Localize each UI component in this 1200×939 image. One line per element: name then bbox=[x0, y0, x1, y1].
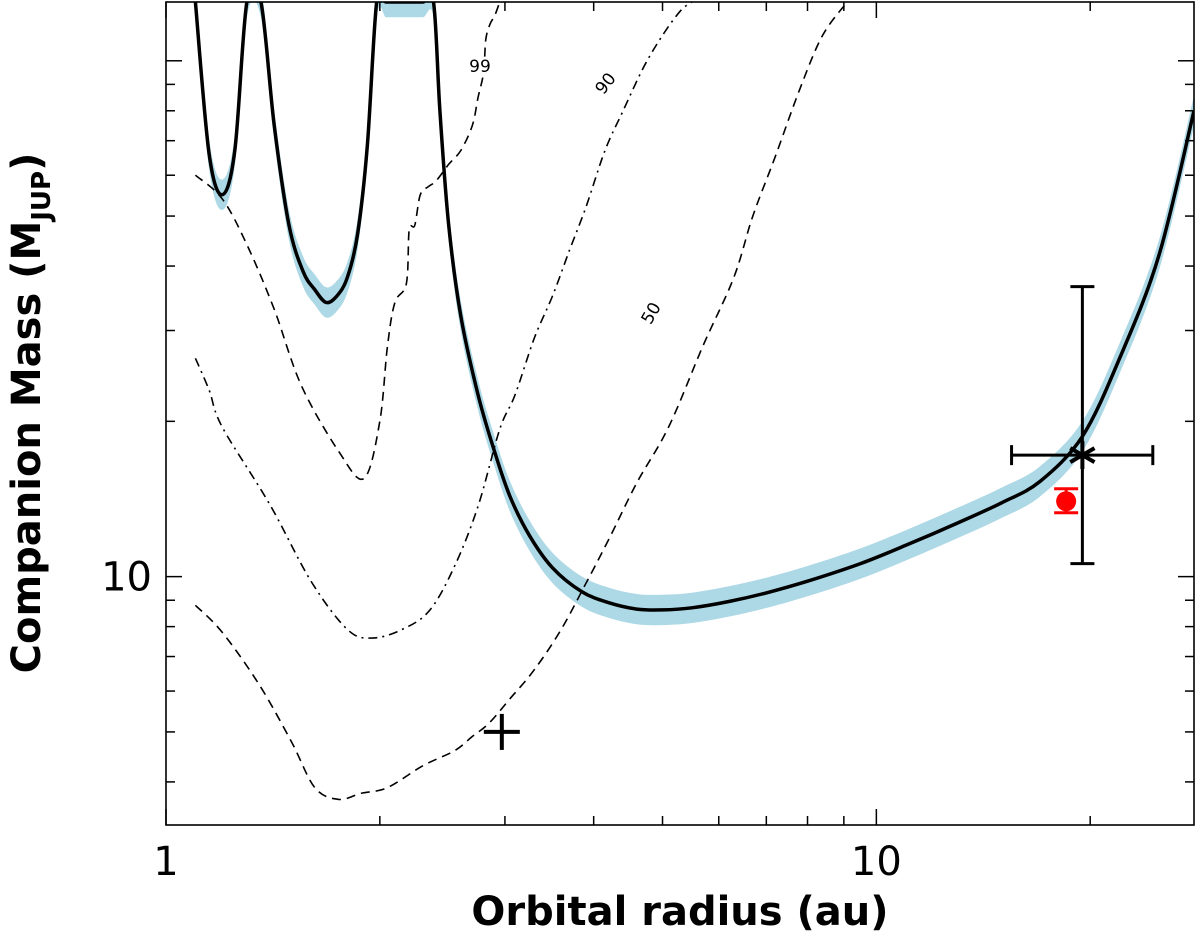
plot-area: 99 90 50 bbox=[193, 2, 1194, 801]
plot-frame bbox=[165, 1, 1195, 826]
contour-label-background bbox=[590, 67, 622, 100]
y-axis-title-close: ) bbox=[4, 153, 50, 171]
contour-label-99: 99 bbox=[469, 57, 491, 77]
y-axis-title-subscript: JUP bbox=[27, 171, 57, 223]
contour-line-99 bbox=[194, 2, 501, 481]
data-points bbox=[483, 285, 1155, 750]
mass-curve bbox=[193, 2, 1194, 612]
x-axis-title: Orbital radius (au) bbox=[471, 889, 888, 935]
x-tick-label: 1 bbox=[153, 839, 178, 885]
y-axis-title-main: Companion Mass (M bbox=[4, 221, 50, 674]
contour-label-background bbox=[467, 57, 493, 76]
contour-label-background bbox=[636, 297, 666, 330]
mass-uncertainty-band bbox=[195, 2, 1194, 626]
axis-ticks: 1 10 10 bbox=[101, 2, 1194, 885]
contour-line-90 bbox=[194, 2, 693, 639]
y-axis-title: Companion Mass (MJUP) bbox=[4, 153, 57, 674]
x-tick-label: 10 bbox=[851, 839, 902, 885]
y-tick-label: 10 bbox=[101, 555, 152, 601]
red-point-marker bbox=[1056, 491, 1077, 512]
contour-label-50: 50 bbox=[638, 299, 666, 328]
contour-label-90: 90 bbox=[592, 69, 621, 98]
contour-line-50 bbox=[194, 2, 848, 801]
star-marker-stroke bbox=[1069, 446, 1096, 464]
